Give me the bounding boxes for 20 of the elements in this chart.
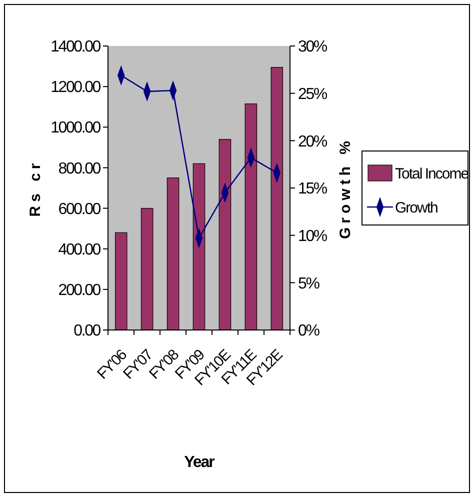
legend-label: Growth	[395, 199, 438, 216]
x-axis-title: Year	[184, 454, 215, 471]
y2-tick-label: 10%	[298, 228, 328, 245]
y-tick-label: 1200.00	[50, 79, 102, 96]
y2-tick-label: 30%	[298, 38, 328, 56]
legend-label: Total Income	[395, 165, 469, 182]
y-tick-label: 0.00	[74, 322, 102, 340]
y2-tick-label: 0%	[298, 322, 320, 340]
y-tick-label: 200.00	[58, 282, 102, 300]
y-axis-title: Rs cr	[27, 159, 44, 217]
y2-tick-label: 20%	[298, 133, 328, 150]
y2-tick-label: 5%	[298, 275, 320, 292]
y-tick-label: 400.00	[58, 241, 102, 258]
y2-tick-label: 25%	[298, 86, 328, 103]
y-tick-label: 1400.00	[50, 38, 102, 56]
y2-tick-label: 15%	[298, 180, 328, 198]
y-tick-label: 800.00	[58, 160, 102, 178]
y-tick-label: 600.00	[58, 200, 102, 218]
y2-axis-title: Growth %	[337, 137, 354, 239]
y-tick-label: 1000.00	[50, 120, 102, 137]
